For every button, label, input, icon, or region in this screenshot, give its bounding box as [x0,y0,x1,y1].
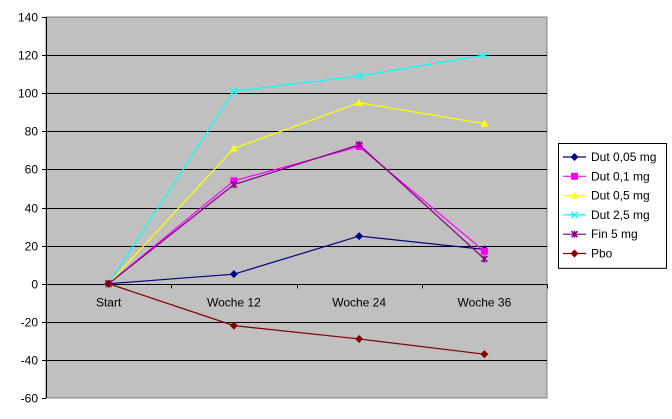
legend-marker [570,230,579,238]
legend-item: Dut 2,5 mg [563,208,650,222]
data-point [229,321,238,330]
legend-label: Dut 2,5 mg [591,208,650,222]
data-point [480,350,489,359]
y-tick-label: 40 [25,202,39,216]
data-point [355,98,364,106]
data-point [229,270,238,279]
y-tick-label: 20 [25,240,39,254]
series-line [108,54,485,285]
data-point [480,247,488,255]
x-tick-label: Woche 12 [207,296,261,310]
legend-item: Dut 0,1 mg [563,169,650,183]
y-tick-label: -20 [21,316,39,330]
series-line [108,235,485,285]
data-point [355,72,363,80]
legend-label: Pbo [591,247,613,261]
data-point [480,119,489,127]
y-tick-label: 60 [25,163,39,177]
plot-area [45,16,548,399]
series-line [108,145,485,285]
legend-item: Pbo [563,247,613,261]
data-point [230,87,238,95]
x-tick-label: Start [96,296,122,310]
series-line [108,143,485,285]
x-tick-label: Woche 24 [332,296,386,310]
legend-marker [570,211,579,219]
y-tick-label: 100 [18,87,38,101]
legend-label: Dut 0,5 mg [591,189,650,203]
data-point [104,279,113,288]
data-point [480,51,488,59]
legend-label: Dut 0,1 mg [591,169,650,183]
series-line [108,283,485,355]
legend-marker [571,172,578,180]
legend-label: Dut 0,05 mg [591,150,656,164]
y-tick-label: -60 [21,392,39,406]
y-tick-label: -40 [21,354,39,368]
legend-label: Fin 5 mg [591,227,638,241]
y-tick-label: 120 [18,49,38,63]
y-tick-label: 140 [18,11,38,25]
y-tick-label: 80 [25,125,39,139]
legend-marker [570,191,579,199]
data-point [480,255,488,263]
y-tick-label: 0 [31,278,38,292]
series-line [108,102,485,285]
data-point [355,334,364,343]
legend-marker [570,153,579,161]
legend-marker [570,249,579,258]
data-point [230,177,238,185]
data-point [355,232,364,241]
legend-box [558,143,667,269]
data-point [230,181,238,189]
data-point [355,141,363,149]
legend-item: Dut 0,5 mg [563,189,650,203]
legend-item: Dut 0,05 mg [563,150,656,164]
legend: Dut 0,05 mg Dut 0,1 mg Dut 0,5 mg Dut 2,5 m… [558,143,667,269]
x-tick-label: Woche 36 [457,296,511,310]
legend-item: Fin 5 mg [563,227,638,241]
data-point [229,144,238,152]
